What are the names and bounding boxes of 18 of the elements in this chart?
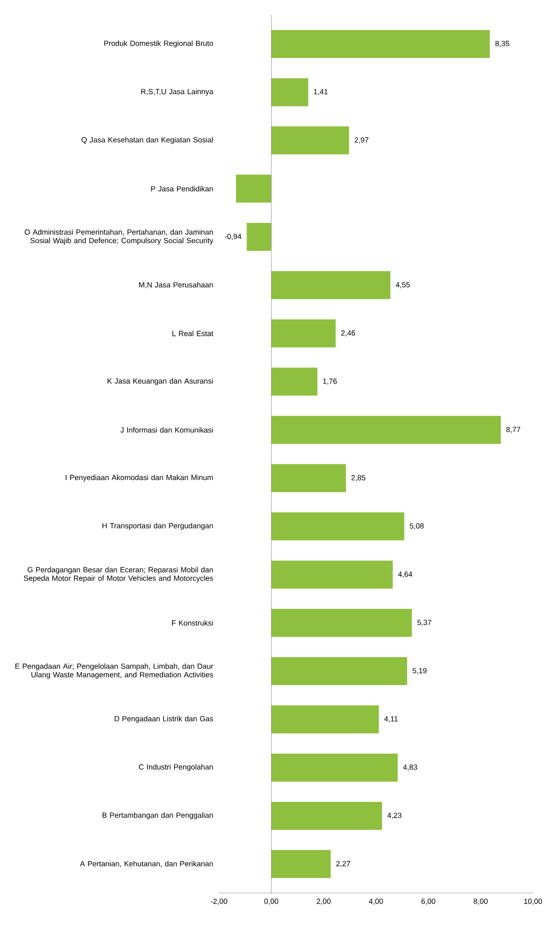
bar	[271, 416, 501, 444]
bar	[271, 657, 408, 686]
bar	[246, 222, 272, 251]
bar	[271, 560, 393, 589]
bar	[271, 705, 379, 734]
bar	[271, 319, 336, 348]
bar	[271, 368, 318, 396]
bar	[271, 512, 404, 540]
bar	[271, 608, 412, 637]
bar	[271, 464, 346, 492]
bar	[271, 802, 382, 830]
bar	[271, 78, 308, 106]
bar	[271, 30, 490, 58]
bar	[271, 271, 390, 300]
bar	[271, 850, 331, 878]
bar	[271, 754, 398, 782]
bar	[271, 126, 350, 154]
bar	[236, 174, 272, 203]
